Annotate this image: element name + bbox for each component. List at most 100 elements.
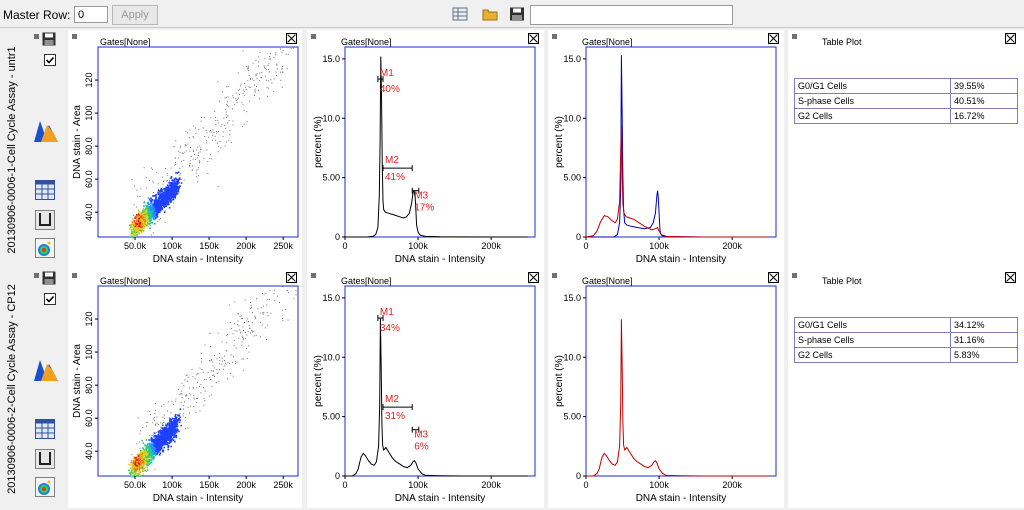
event-dot [171,179,173,181]
event-dot [157,201,160,203]
event-dot [185,394,187,396]
event-dot [266,86,268,88]
event-dot [264,327,266,329]
open-folder-icon[interactable] [482,7,498,21]
event-dot [150,456,152,458]
file-path-field[interactable] [530,5,733,25]
event-dot [141,457,143,460]
close-icon[interactable] [286,272,297,283]
event-dot [171,430,174,432]
event-dot [212,139,214,141]
event-dot [256,298,257,300]
close-icon[interactable] [1005,272,1016,283]
event-dot [153,201,156,204]
y-tick-label: 120 [84,73,94,88]
event-dot [167,444,169,447]
event-dot [156,448,159,451]
event-dot [153,442,156,445]
scatter-plot-panel[interactable]: Gates[None] 40.0 60.0 80.0 100 120 50.0k 100k 1… [68,269,302,508]
density-plot-icon[interactable] [35,238,55,258]
x-tick-label: 100k [649,241,669,251]
event-dot [173,436,175,438]
event-dot [160,218,161,219]
event-dot [177,182,180,184]
close-icon[interactable] [286,33,297,44]
histogram-panel[interactable]: Gates[None] 0 5.00 10.0 15.0 0 100k 200k DNA st… [307,269,544,508]
event-dot [145,459,148,461]
gate-tool-icon[interactable] [35,210,55,230]
histogram-overlay-icon[interactable] [33,117,59,143]
overlay-histogram-panel[interactable]: Gates[None] 0 5.00 10.0 15.0 0 100k 200k DNA st… [548,30,784,269]
event-dot [276,63,278,65]
close-icon[interactable] [768,272,779,283]
event-dot [173,191,176,193]
event-dot [188,398,190,400]
save-row-icon[interactable] [42,271,56,285]
gate-tool-icon[interactable] [35,449,55,469]
event-dot [130,461,133,464]
event-dot [241,101,243,103]
close-icon[interactable] [1005,33,1016,44]
table-icon[interactable] [35,419,55,439]
event-dot [261,307,263,309]
event-dot [222,136,224,138]
table-plot-panel[interactable]: Table Plot G0/G1 Cells 34.12% S-phase Cel… [788,269,1024,508]
event-dot [158,436,160,438]
event-dot [205,140,207,142]
table-plot-panel[interactable]: Table Plot G0/G1 Cells 39.55% S-phase Cel… [788,30,1024,269]
density-plot-icon[interactable] [35,477,55,497]
event-dot [175,398,177,400]
grid-layout-icon[interactable] [452,7,468,21]
event-dot [136,216,139,219]
close-icon[interactable] [528,33,539,44]
event-dot [131,223,133,226]
overlay-histogram-panel[interactable]: Gates[None] 0 5.00 10.0 15.0 0 100k 200k DNA st… [548,269,784,508]
event-dot [211,370,212,372]
event-dot [232,333,234,335]
save-icon[interactable] [509,7,525,21]
close-icon[interactable] [768,33,779,44]
event-dot [138,459,140,461]
checkbox-checked-icon[interactable] [44,293,56,305]
event-dot [169,428,171,431]
master-row-input[interactable] [74,6,108,23]
event-dot [134,463,137,466]
scatter-plot-panel[interactable]: Gates[None] 40.0 60.0 80.0 100 120 50.0k 100k 1… [68,30,302,269]
event-dot [230,354,232,356]
event-dot [154,208,157,211]
checkbox-checked-icon[interactable] [44,54,56,66]
event-dot [144,451,147,454]
event-dot [145,458,147,460]
event-dot [169,420,171,422]
event-dot [134,217,136,219]
histogram-overlay-icon[interactable] [33,356,59,382]
event-dot [182,165,184,167]
event-dot [149,223,151,225]
event-dot [172,198,174,201]
event-dot [286,290,288,291]
table-icon[interactable] [35,180,55,200]
histogram-panel[interactable]: Gates[None] 0 5.00 10.0 15.0 0 100k 200k DNA st… [307,30,544,269]
event-dot [225,364,227,366]
save-row-icon[interactable] [42,32,56,46]
event-dot [167,401,169,403]
event-dot [281,68,282,70]
event-dot [151,444,154,446]
event-dot [179,413,181,414]
x-tick-label: 200k [481,241,501,251]
event-dot [149,443,151,446]
event-dot [164,439,167,441]
event-dot [219,369,220,371]
event-dot [183,405,185,407]
event-dot [234,330,236,332]
gate-title: Gates[None] [100,276,151,286]
apply-button[interactable]: Apply [112,5,158,25]
close-icon[interactable] [528,272,539,283]
event-dot [160,434,162,437]
